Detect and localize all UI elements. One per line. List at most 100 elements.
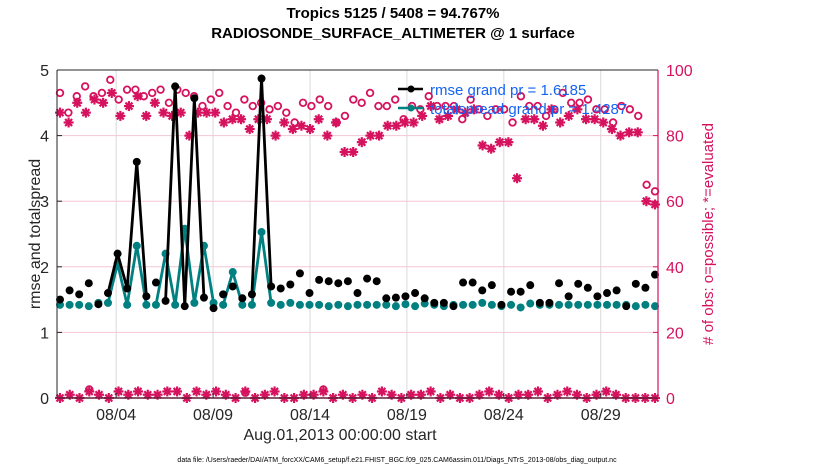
possible-obs-marker [240,95,249,104]
evaluated-obs-marker [158,107,169,118]
evaluated-obs-marker [572,104,583,115]
evaluated-obs-marker [89,94,100,105]
totalspread-marker [286,298,295,307]
possible-obs-marker [642,180,651,189]
totalspread-marker [487,300,496,309]
possible-obs-marker [340,111,350,121]
totalspread-marker [75,300,84,309]
totalspread-marker [247,300,256,309]
rmse-line-segment [250,78,263,295]
evaluated-obs-marker [374,130,385,141]
possible-obs-marker [608,118,618,127]
asterisk-core [178,110,184,116]
asterisk-core [393,123,399,129]
totalspread-marker [641,300,650,309]
evaluated-obs-marker [503,137,514,148]
totalspread-marker [583,300,592,309]
x-tick-label: 08/09 [193,407,233,424]
possible-obs-marker [424,92,433,101]
rmse-marker [267,282,276,291]
rmse-marker [459,278,468,287]
totalspread-marker [478,298,487,307]
asterisk-core [525,392,531,398]
rmse-marker [487,281,496,290]
totalspread-marker [459,300,468,309]
asterisk-core [523,116,529,122]
asterisk-core [554,392,560,398]
asterisk-core [109,90,115,96]
asterisk-core [603,388,609,394]
possible-obs-marker [215,88,224,98]
asterisk-core [117,113,123,119]
possible-obs-marker [566,98,576,107]
asterisk-core [419,113,425,119]
rmse-marker [190,94,199,103]
y-tick-label: 0 [40,391,49,408]
totalspread-marker [295,300,304,309]
asterisk-core [408,392,414,398]
evaluated-obs-zero-marker [562,386,573,397]
evaluated-obs-marker [624,127,635,138]
possible-obs-marker [64,108,73,117]
asterisk-core [411,119,417,125]
possible-obs-marker [307,101,316,111]
rmse-marker [631,279,640,288]
possible-obs-marker [282,108,291,117]
asterisk-core [592,116,598,122]
evaluated-obs-zero-marker [406,389,417,400]
asterisk-core [486,388,492,394]
x-tick-label: 08/19 [387,407,427,424]
rmse-marker [535,298,544,307]
rmse-marker [151,278,160,287]
asterisk-core [447,392,453,398]
rmse-marker [363,274,372,283]
rmse-marker [257,74,266,83]
y-tick-label: 3 [40,194,49,211]
rmse-marker [430,298,439,307]
rmse-marker [142,292,151,301]
evaluated-obs-marker [468,104,479,115]
evaluated-obs-marker [546,104,557,115]
asterisk-core [66,119,72,125]
evaluated-obs-marker [339,147,350,157]
asterisk-core [600,119,606,125]
evaluated-obs-marker [425,101,436,112]
rmse-marker [324,277,333,286]
asterisk-core [203,392,209,398]
asterisk-core [155,392,161,398]
totalspread-marker [334,300,343,309]
asterisk-core [212,110,218,116]
totalspread-marker [603,300,612,309]
series-layer [55,74,660,403]
possible-obs-marker [55,88,65,98]
evaluated-obs-marker [80,107,91,118]
rmse-marker [468,278,477,287]
rmse-marker [295,269,304,278]
evaluated-obs-zero-marker [201,389,212,400]
rmse-marker [238,294,247,303]
possible-obs-marker [525,101,534,111]
evaluated-obs-zero-marker [240,386,251,397]
possible-obs-marker [265,105,274,114]
possible-obs-marker [248,101,257,111]
evaluated-obs-marker [615,130,626,141]
totalspread-marker [555,300,564,309]
asterisk-core [316,116,322,122]
evaluated-obs-marker [296,120,307,131]
rmse-marker [219,290,228,299]
evaluated-obs-marker [529,114,540,125]
totalspread-line-segment [260,231,273,304]
totalspread-marker [324,302,333,311]
totalspread-marker [574,300,583,309]
evaluated-obs-marker [227,114,238,125]
evaluated-obs-zero-marker [337,389,348,400]
evaluated-obs-marker [279,117,290,128]
rmse-marker [276,284,285,293]
chart-subtitle: RADIOSONDE_SURFACE_ALTIMETER @ 1 surface [211,25,575,42]
totalspread-marker [516,303,525,312]
asterisk-core [145,392,151,398]
asterisk-core [186,133,192,139]
possible-obs-marker [374,101,383,111]
evaluated-obs-marker [132,91,143,102]
